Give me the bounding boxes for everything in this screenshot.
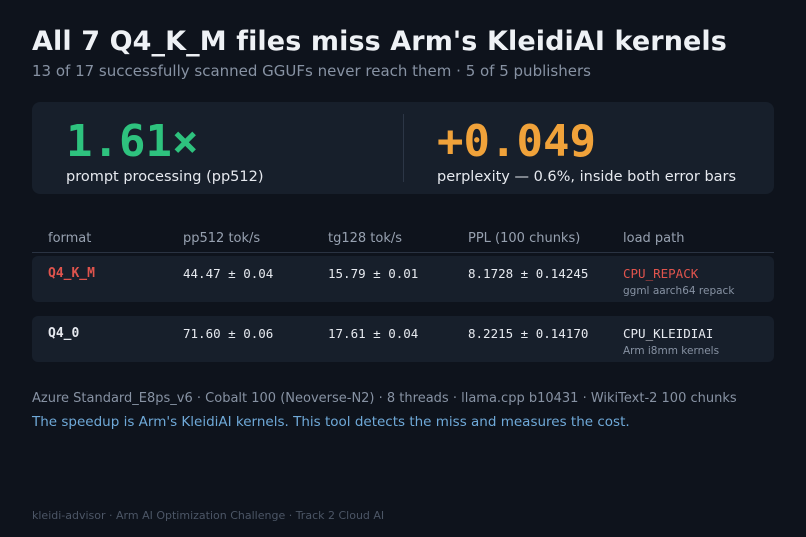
kpi-perplexity-value: +0.049 (437, 116, 596, 167)
kpi-perplexity-label: perplexity — 0.6%, inside both error bar… (437, 169, 737, 185)
page-subtitle: 13 of 17 successfully scanned GGUFs neve… (32, 62, 591, 80)
column-header-pp512: pp512 tok/s (183, 231, 261, 246)
page-title: All 7 Q4_K_M files miss Arm's KleidiAI k… (32, 26, 727, 57)
format-cell: Q4_K_M (48, 266, 95, 281)
kpi-panel: 1.61× prompt processing (pp512) +0.049 p… (32, 102, 774, 194)
kpi-speedup-label: prompt processing (pp512) (66, 169, 264, 185)
column-header-tg128: tg128 tok/s (328, 231, 403, 246)
column-header-format: format (48, 231, 92, 246)
load-path-cell: CPU_REPACK (623, 266, 699, 281)
footer: kleidi-advisor · Arm AI Optimization Cha… (32, 509, 385, 522)
table-header: format pp512 tok/s tg128 tok/s PPL (100 … (32, 226, 774, 253)
kpi-speedup-value: 1.61× (66, 116, 199, 167)
pp512-cell: 44.47 ± 0.04 (183, 266, 274, 281)
table-row: Q4_0 71.60 ± 0.06 17.61 ± 0.04 8.2215 ± … (32, 316, 774, 362)
load-path-cell: CPU_KLEIDIAI (623, 326, 714, 341)
load-path-note: Arm i8mm kernels (623, 345, 720, 357)
ppl-cell: 8.2215 ± 0.14170 (468, 326, 589, 341)
column-header-load-path: load path (623, 231, 685, 246)
pp512-cell: 71.60 ± 0.06 (183, 326, 274, 341)
environment-info: Azure Standard_E8ps_v6 · Cobalt 100 (Neo… (32, 391, 737, 406)
load-path-note: ggml aarch64 repack (623, 285, 735, 297)
ppl-cell: 8.1728 ± 0.14245 (468, 266, 589, 281)
column-header-ppl: PPL (100 chunks) (468, 231, 581, 246)
kpi-divider (403, 114, 404, 182)
format-cell: Q4_0 (48, 326, 80, 341)
summary-note: The speedup is Arm's KleidiAI kernels. T… (32, 414, 630, 430)
table-row: Q4_K_M 44.47 ± 0.04 15.79 ± 0.01 8.1728 … (32, 256, 774, 302)
tg128-cell: 17.61 ± 0.04 (328, 326, 419, 341)
tg128-cell: 15.79 ± 0.01 (328, 266, 419, 281)
